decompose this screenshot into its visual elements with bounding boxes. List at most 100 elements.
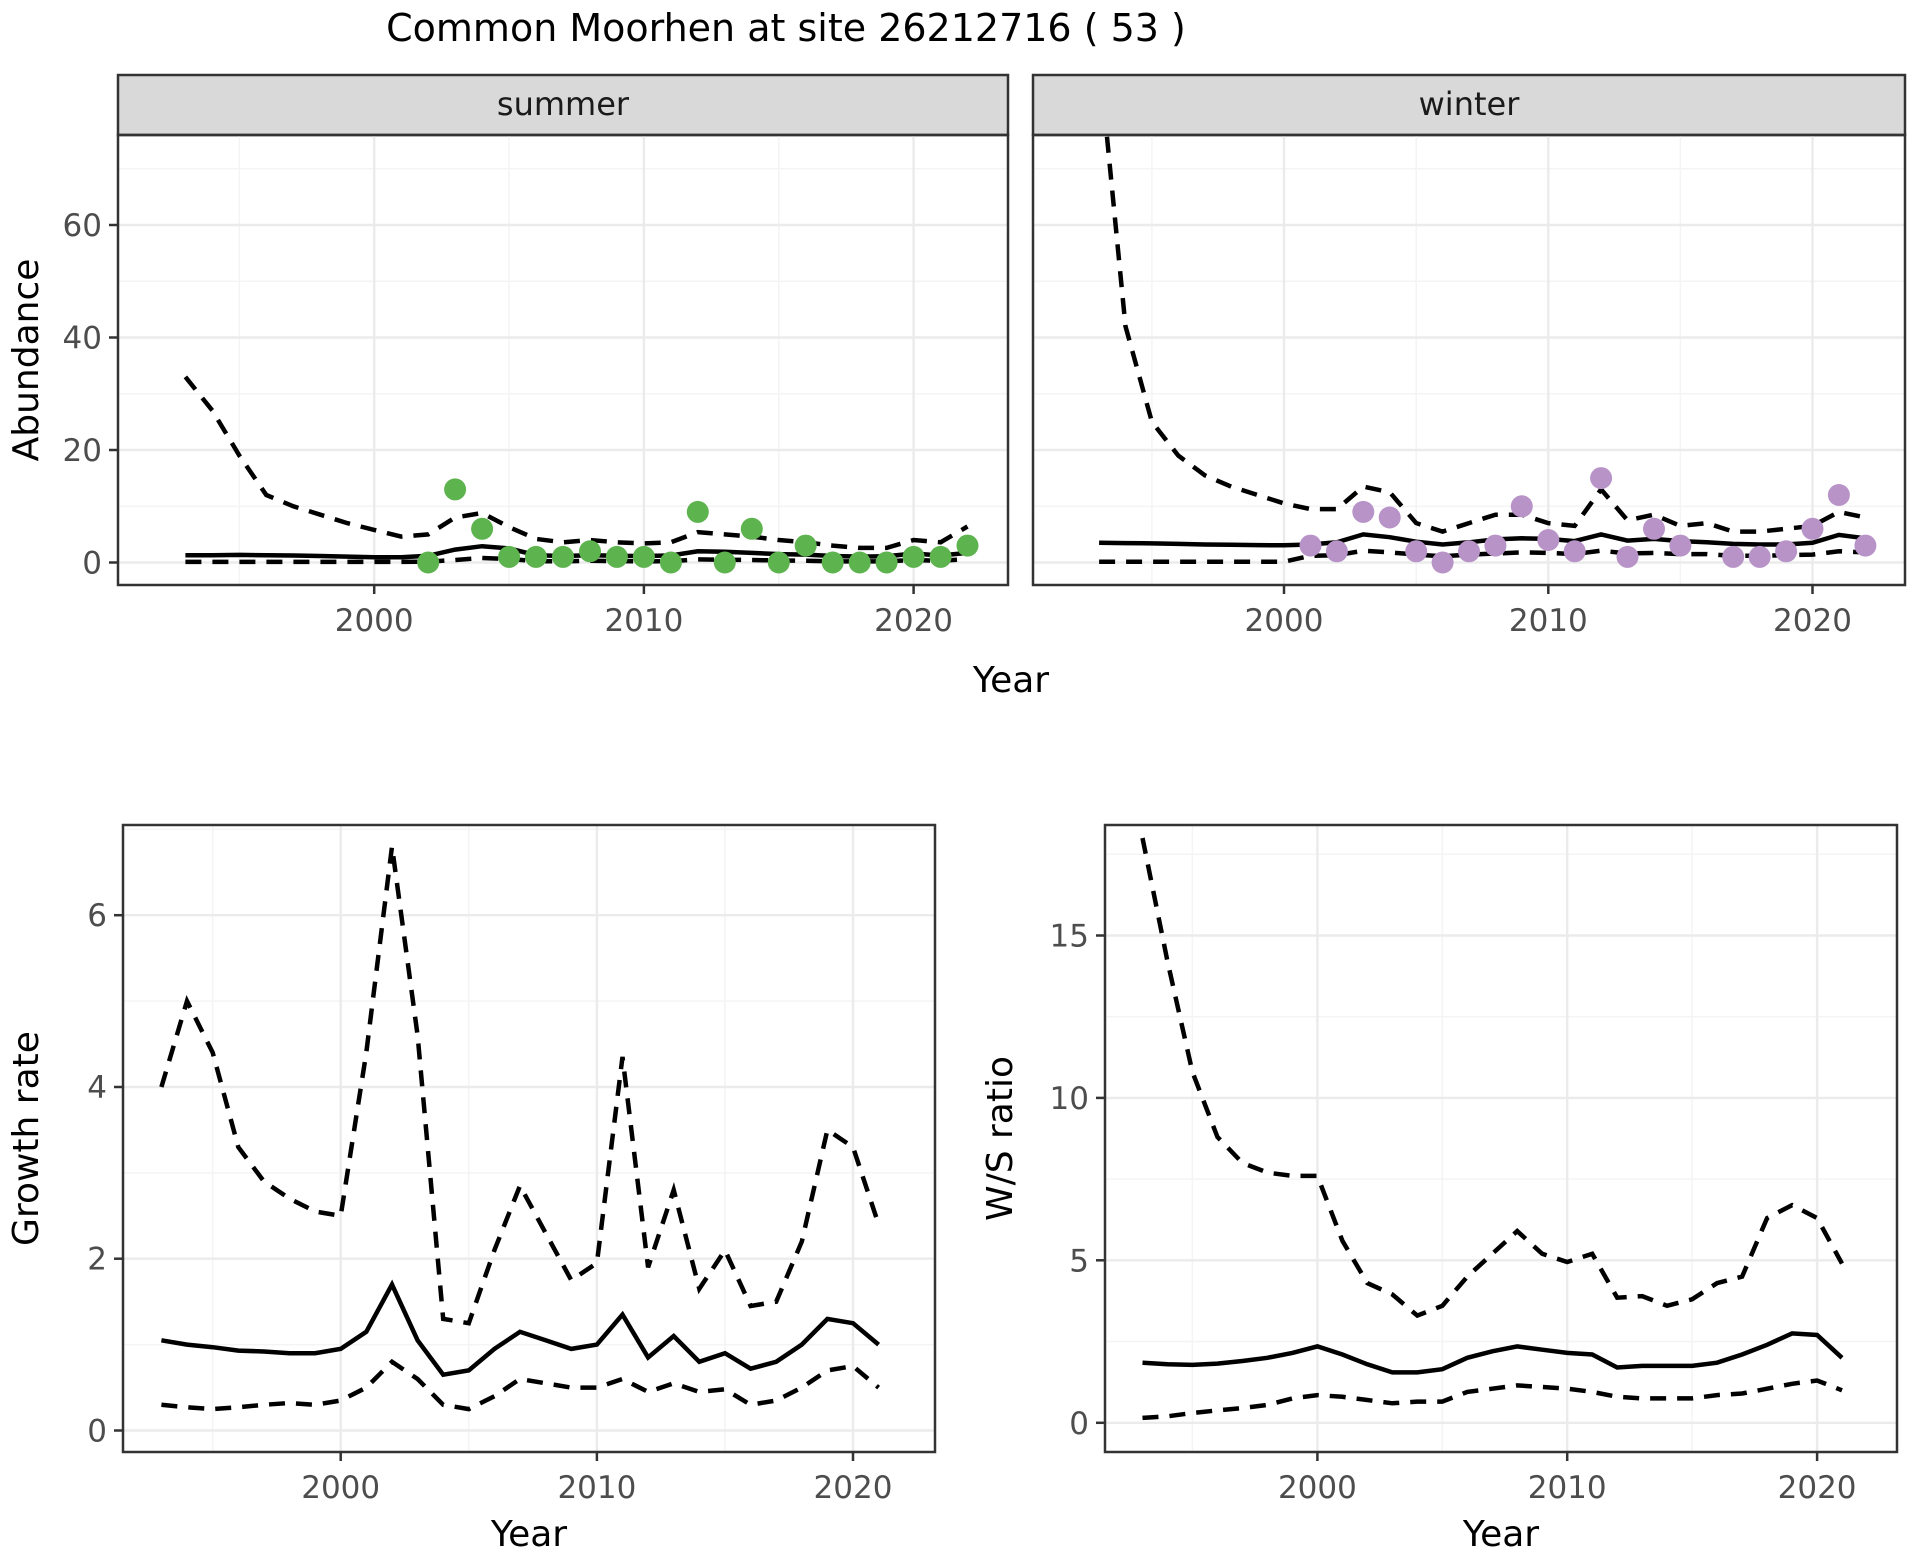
x-tick-label: 2020: [814, 1470, 893, 1506]
facet-label: summer: [497, 85, 630, 123]
data-point: [1352, 500, 1375, 523]
data-point: [1616, 545, 1639, 568]
data-point: [1563, 540, 1586, 563]
data-point: [1537, 529, 1560, 551]
x-tick-label: 2000: [335, 603, 414, 639]
series-group: [159, 846, 881, 1412]
x-tick-label: 2000: [301, 1470, 380, 1506]
y-tick-label: 20: [63, 433, 102, 469]
fit-line: [161, 1279, 881, 1378]
x-axis-title: Year: [1462, 1514, 1539, 1555]
data-point: [1854, 534, 1877, 557]
x-axis-title: Year: [490, 1514, 567, 1555]
facet-label: winter: [1419, 85, 1521, 123]
data-point: [525, 545, 547, 568]
grid-major: [1105, 825, 1897, 1452]
ws-ratio-chart: 2000 2010 2020 0 5 10 15 Year W/S ratio: [980, 823, 1899, 1555]
lower-ci-line: [1099, 548, 1866, 564]
x-tick-label: 2010: [604, 603, 683, 639]
data-point: [956, 534, 979, 557]
data-point: [552, 545, 574, 568]
y-tick-label: 40: [63, 321, 102, 357]
data-point: [1669, 534, 1692, 557]
data-point: [632, 545, 655, 568]
data-point: [740, 517, 763, 540]
x-tick-label: 2020: [1773, 603, 1852, 639]
x-tick-label: 2000: [1245, 603, 1324, 639]
x-tick-label: 2020: [1778, 1470, 1857, 1506]
data-point: [1801, 517, 1824, 540]
y-tick-label: 15: [1050, 919, 1089, 955]
panel-border: [121, 823, 937, 1454]
data-point: [1510, 495, 1533, 518]
y-tick-label: 4: [87, 1070, 107, 1106]
data-point: [659, 551, 682, 574]
facet-strip-winter: winter: [1031, 73, 1907, 137]
x-tick-label: 2010: [1509, 603, 1588, 639]
data-point: [1458, 540, 1480, 563]
grid-major: [118, 135, 1008, 585]
data-point: [902, 545, 925, 568]
data-point: [1325, 540, 1348, 563]
series-group: [1140, 837, 1844, 1421]
x-axis: 2000 2010 2020: [301, 1452, 892, 1506]
fit-line: [185, 543, 968, 560]
x-tick-label: 2010: [557, 1470, 636, 1506]
grid-minor: [123, 825, 935, 1452]
y-axis: 0 5 10 15: [1050, 919, 1105, 1442]
data-point: [605, 545, 628, 568]
data-point: [444, 478, 467, 501]
x-axis-title: Year: [972, 660, 1049, 700]
data-point: [579, 540, 601, 563]
data-point: [471, 517, 494, 540]
y-tick-label: 6: [87, 898, 107, 934]
data-point: [1748, 545, 1771, 568]
observed-points: [1299, 467, 1877, 574]
upper-ci-line: [1140, 837, 1844, 1319]
x-tick-label: 2020: [874, 603, 953, 639]
fit-line: [1142, 1331, 1844, 1375]
figure-title: Common Moorhen at site 26212716 ( 53 ): [386, 6, 1186, 50]
upper-ci-line: [159, 846, 881, 1326]
y-tick-label: 0: [1069, 1406, 1089, 1442]
data-point: [686, 500, 709, 523]
lower-ci-line: [1142, 1378, 1843, 1421]
data-point: [821, 551, 844, 574]
data-point: [875, 551, 898, 574]
data-point: [1775, 540, 1798, 563]
grid-major: [123, 825, 935, 1452]
y-axis-title: Abundance: [6, 259, 47, 462]
panel-summer: 2000 2010 2020 0 20 40 60: [63, 133, 1010, 639]
data-point: [794, 534, 817, 557]
panel-winter: 2000 2010 2020: [1031, 133, 1907, 639]
upper-ci-line: [1104, 135, 1866, 534]
y-tick-label: 2: [87, 1242, 107, 1278]
panel-growth_rate: 2000 2010 2020 0 2 4 6: [87, 823, 937, 1506]
data-point: [1431, 551, 1454, 574]
y-tick-label: 60: [63, 208, 102, 244]
y-tick-label: 5: [1069, 1243, 1089, 1279]
data-point: [713, 551, 736, 574]
growth-rate-chart: 2000 2010 2020 0 2 4 6 Year Growth rate: [6, 823, 937, 1555]
data-point: [929, 545, 952, 568]
observed-points: [417, 478, 979, 574]
data-point: [1405, 540, 1428, 563]
panel-ws_ratio: 2000 2010 2020 0 5 10 15: [1050, 823, 1899, 1506]
y-tick-label: 0: [82, 546, 102, 582]
data-point: [1299, 534, 1322, 557]
data-point: [767, 551, 790, 574]
x-axis: 2000 2010 2020: [1245, 585, 1852, 639]
x-tick-label: 2010: [1528, 1470, 1607, 1506]
x-axis: 2000 2010 2020: [335, 585, 953, 639]
data-point: [498, 545, 521, 568]
grid-minor: [1105, 825, 1897, 1452]
y-axis: 0 20 40 60: [63, 208, 118, 582]
y-axis-title: W/S ratio: [980, 1056, 1021, 1221]
data-point: [1722, 545, 1745, 568]
panel-border: [1103, 823, 1899, 1454]
y-tick-label: 0: [87, 1414, 107, 1450]
data-point: [1827, 484, 1850, 506]
data-point: [1378, 506, 1401, 529]
